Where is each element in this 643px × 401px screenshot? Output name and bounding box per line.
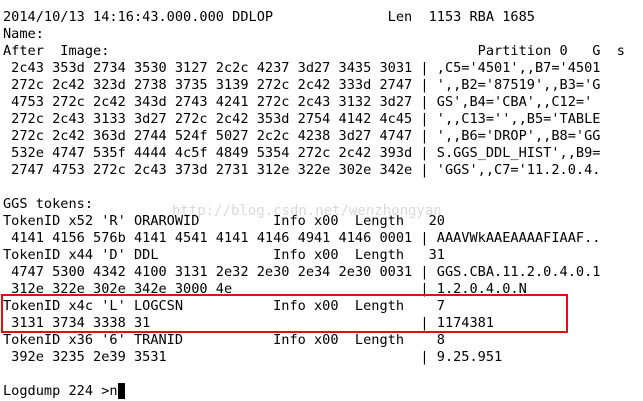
token-header: TokenID x4c 'L' LOGCSN Info x00 Length 7 [3, 298, 445, 314]
token-header: TokenID x36 '6' TRANID Info x00 Length 8 [3, 332, 445, 348]
hex-dump-line: 4747 5300 4342 4100 3131 2e32 2e30 2e34 … [3, 264, 601, 280]
hex-dump-line: 272c 2c42 363d 2744 524f 5027 2c2c 4238 … [3, 128, 601, 144]
hex-dump-line: 4141 4156 576b 4141 4541 4141 4146 4941 … [3, 230, 601, 246]
record-header: 2014/10/13 14:16:43.000.000 DDLOP Len 11… [3, 9, 535, 25]
section-title: GGS tokens: [3, 196, 94, 212]
token-header: TokenID x52 'R' ORAROWID Info x00 Length… [3, 213, 445, 229]
token-header: TokenID x44 'D' DDL Info x00 Length 31 [3, 247, 445, 263]
highlight-box [1, 294, 568, 333]
hex-dump-line: 272c 2c42 323d 2738 3735 3139 272c 2c42 … [3, 77, 601, 93]
prompt: Logdump 224 >n [3, 383, 118, 399]
cursor [118, 383, 125, 399]
hex-dump-line: 392e 3235 2e39 3531 | 9.25.951 [3, 349, 503, 365]
hex-dump-line: 532e 4747 535f 4444 4c5f 4849 5354 272c … [3, 145, 601, 161]
watermark: http://blog.csdn.net/wenzhongyan [172, 203, 442, 219]
record-header: After Image: Partition 0 G s [3, 43, 625, 59]
hex-dump-line: 312e 322e 302e 342e 3000 4e | 1.2.0.4.0.… [3, 281, 527, 297]
hex-dump-line: 2c43 353d 2734 3530 3127 2c2c 4237 3d27 … [3, 60, 601, 76]
hex-dump-line: 3131 3734 3338 31 | 1174381 [3, 315, 495, 331]
hex-dump-line: 2747 4753 272c 2c43 373d 2731 312e 322e … [3, 162, 601, 178]
hex-dump-line: 272c 2c43 3133 3d27 272c 2c42 353d 2754 … [3, 111, 601, 127]
hex-dump-line: 4753 272c 2c42 343d 2743 4241 272c 2c43 … [3, 94, 593, 110]
record-header: Name: [3, 26, 44, 42]
